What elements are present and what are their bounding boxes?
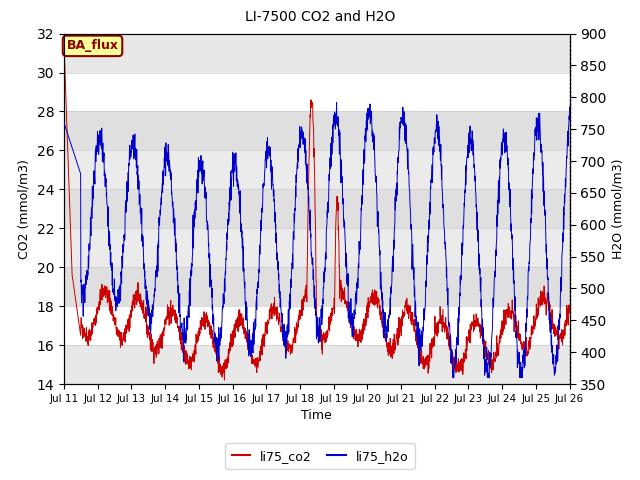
Legend: li75_co2, li75_h2o: li75_co2, li75_h2o [225,444,415,469]
Y-axis label: CO2 (mmol/m3): CO2 (mmol/m3) [18,159,31,259]
Bar [64,111,570,306]
Text: BA_flux: BA_flux [67,39,118,52]
Bar [64,189,570,228]
X-axis label: Time: Time [301,409,332,422]
Bar [64,267,570,306]
Bar [64,34,570,72]
Y-axis label: H2O (mmol/m3): H2O (mmol/m3) [612,158,625,259]
Bar [64,111,570,150]
Text: LI-7500 CO2 and H2O: LI-7500 CO2 and H2O [245,10,395,24]
Bar [64,345,570,384]
